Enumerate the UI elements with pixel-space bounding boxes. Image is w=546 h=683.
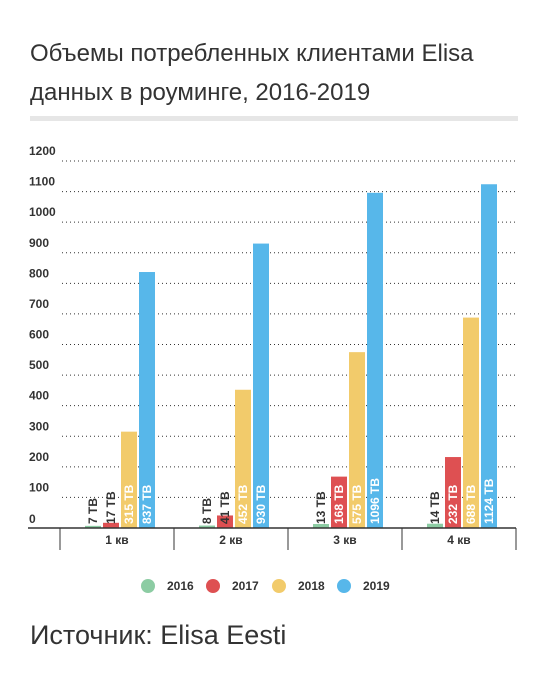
source-note: Источник: Elisa Eesti <box>30 620 287 650</box>
legend-item-2017: 2017 <box>206 579 259 593</box>
x-tick-label: 4 кв <box>447 533 470 547</box>
data-label: 1096 TB <box>368 478 382 524</box>
data-label: 930 TB <box>254 484 268 524</box>
y-tick-label: 1000 <box>29 205 56 219</box>
bar-2019-3 <box>367 192 383 528</box>
bar-chart: 0 100 200 300 400 500 600 700 800 900 1000 1100 1200… <box>28 144 517 593</box>
legend-item-2016: 2016 <box>141 579 194 593</box>
y-tick-label: 400 <box>29 389 49 403</box>
y-tick-label: 1100 <box>29 175 55 189</box>
data-label: 41 TB <box>218 491 232 524</box>
data-label: 315 TB <box>122 484 136 524</box>
y-tick-label: 200 <box>29 450 49 464</box>
data-label: 7 TB <box>86 498 100 524</box>
legend-swatch <box>337 579 351 593</box>
legend-swatch <box>272 579 286 593</box>
legend-swatch <box>141 579 155 593</box>
data-label: 13 TB <box>314 491 328 524</box>
y-tick-label: 300 <box>29 419 49 433</box>
data-label: 1124 TB <box>482 478 496 524</box>
y-tick-label: 800 <box>29 266 49 280</box>
data-label: 8 TB <box>200 498 214 524</box>
y-tick-label: 100 <box>29 480 49 494</box>
x-tick-label: 1 кв <box>105 533 128 547</box>
bar-2016-2 <box>199 525 215 528</box>
legend-item-2018: 2018 <box>272 579 325 593</box>
legend: 2016 2017 2018 2019 <box>141 579 390 593</box>
bar-2017-4 <box>445 457 461 528</box>
chart-title: Объемы потребленных клиентами Elisa данн… <box>30 40 474 106</box>
y-tick-label: 900 <box>29 236 49 250</box>
data-label: 688 TB <box>464 484 478 524</box>
bar-2016-4 <box>427 523 443 528</box>
data-label: 14 TB <box>428 491 442 524</box>
title-divider <box>30 116 518 121</box>
x-tick-label: 3 кв <box>333 533 356 547</box>
legend-swatch <box>206 579 220 593</box>
data-label: 575 TB <box>350 484 364 524</box>
data-label: 837 TB <box>140 484 154 524</box>
x-axis: 1 кв 2 кв 3 кв 4 кв <box>28 527 517 550</box>
bar-2016-1 <box>85 525 101 528</box>
x-tick-label: 2 кв <box>219 533 242 547</box>
y-tick-label: 700 <box>29 297 49 311</box>
bar-2019-1 <box>139 272 155 528</box>
bar-2017-3 <box>331 476 347 528</box>
bars: 7 TB 17 TB 315 TB 837 TB 8 TB 41 TB 452 TB 930 … <box>85 184 497 528</box>
bar-2019-4 <box>481 184 497 528</box>
y-axis-ticks: 0 100 200 300 400 500 600 700 800 900 1000 1100 1200 <box>29 144 56 526</box>
bar-2018-4 <box>463 317 479 528</box>
data-label: 168 TB <box>332 484 346 524</box>
bar-2017-1 <box>103 522 119 528</box>
data-label: 232 TB <box>446 484 460 524</box>
y-tick-label: 600 <box>29 328 49 342</box>
y-tick-label: 500 <box>29 358 49 372</box>
bar-2018-1 <box>121 431 137 528</box>
bar-2017-2 <box>217 515 233 528</box>
legend-item-2019: 2019 <box>337 579 390 593</box>
legend-label: 2018 <box>298 579 325 593</box>
bar-2018-3 <box>349 352 365 528</box>
bar-2019-2 <box>253 243 269 528</box>
data-label: 17 TB <box>104 491 118 524</box>
legend-label: 2019 <box>363 579 390 593</box>
bar-2018-2 <box>235 389 251 528</box>
bar-2016-3 <box>313 524 329 528</box>
legend-label: 2016 <box>167 579 194 593</box>
y-tick-label: 1200 <box>29 144 56 158</box>
legend-label: 2017 <box>232 579 259 593</box>
y-tick-label: 0 <box>29 512 36 526</box>
data-label: 452 TB <box>236 484 250 524</box>
